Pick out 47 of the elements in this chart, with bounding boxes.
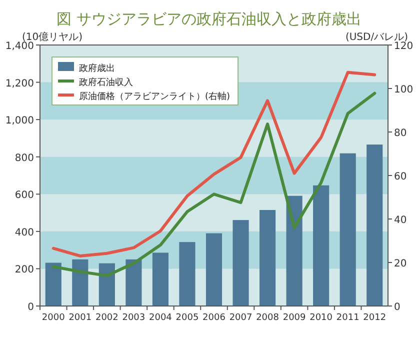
y-tick-label: 400 xyxy=(14,227,34,238)
y-tick-label: 1,400 xyxy=(5,41,34,52)
x-tick-label: 2007 xyxy=(229,313,252,323)
bar xyxy=(286,196,302,306)
y2-tick-label: 20 xyxy=(394,258,407,270)
bar xyxy=(98,263,115,306)
x-tick-label: 2008 xyxy=(256,313,280,323)
y2-tick-label: 0 xyxy=(394,302,400,313)
bar xyxy=(340,153,356,306)
x-tick-label: 2001 xyxy=(68,313,92,323)
legend-label: 原油価格（アラビアンライト）(右軸) xyxy=(79,91,230,102)
y2-tick-label: 80 xyxy=(394,128,407,139)
y2-tick-label: 120 xyxy=(394,41,414,52)
x-tick-label: 2010 xyxy=(310,313,333,323)
x-tick-label: 2006 xyxy=(202,313,226,323)
y2label: (USD/バレル) xyxy=(345,32,408,43)
bar xyxy=(72,259,88,306)
title: 図 サウジアラビアの政府石油収入と政府歳出 xyxy=(56,10,362,28)
x-tick-label: 2011 xyxy=(336,313,360,323)
x-tick-label: 2004 xyxy=(149,313,172,323)
x-tick-label: 2009 xyxy=(282,313,306,323)
bar xyxy=(179,242,196,306)
y-tick-label: 0 xyxy=(28,302,34,313)
bar xyxy=(260,210,276,306)
x-tick-label: 2000 xyxy=(42,313,66,323)
bar xyxy=(232,220,249,306)
x-tick-label: 2003 xyxy=(122,313,146,323)
legend-label: 政府歳出 xyxy=(79,63,115,74)
y-tick-label: 200 xyxy=(14,264,34,276)
bar xyxy=(126,259,142,306)
y2-tick-label: 60 xyxy=(394,172,407,182)
y-tick-label: 1,200 xyxy=(5,78,34,90)
x-tick-label: 2012 xyxy=(363,313,386,323)
bar xyxy=(206,233,222,306)
ylabel: (10億リヤル) xyxy=(22,32,83,43)
bar xyxy=(366,144,383,306)
x-tick-label: 2005 xyxy=(176,313,199,323)
y-tick-label: 1,000 xyxy=(5,116,34,127)
y2-tick-label: 40 xyxy=(394,215,407,226)
bar xyxy=(152,252,168,306)
bar xyxy=(45,262,62,306)
y-tick-label: 800 xyxy=(14,152,34,164)
legend-label: 政府石油収入 xyxy=(79,77,133,88)
y-tick-label: 600 xyxy=(14,190,34,202)
x-tick-label: 2002 xyxy=(95,313,118,323)
bar xyxy=(313,185,330,306)
y2-tick-label: 100 xyxy=(394,84,414,96)
